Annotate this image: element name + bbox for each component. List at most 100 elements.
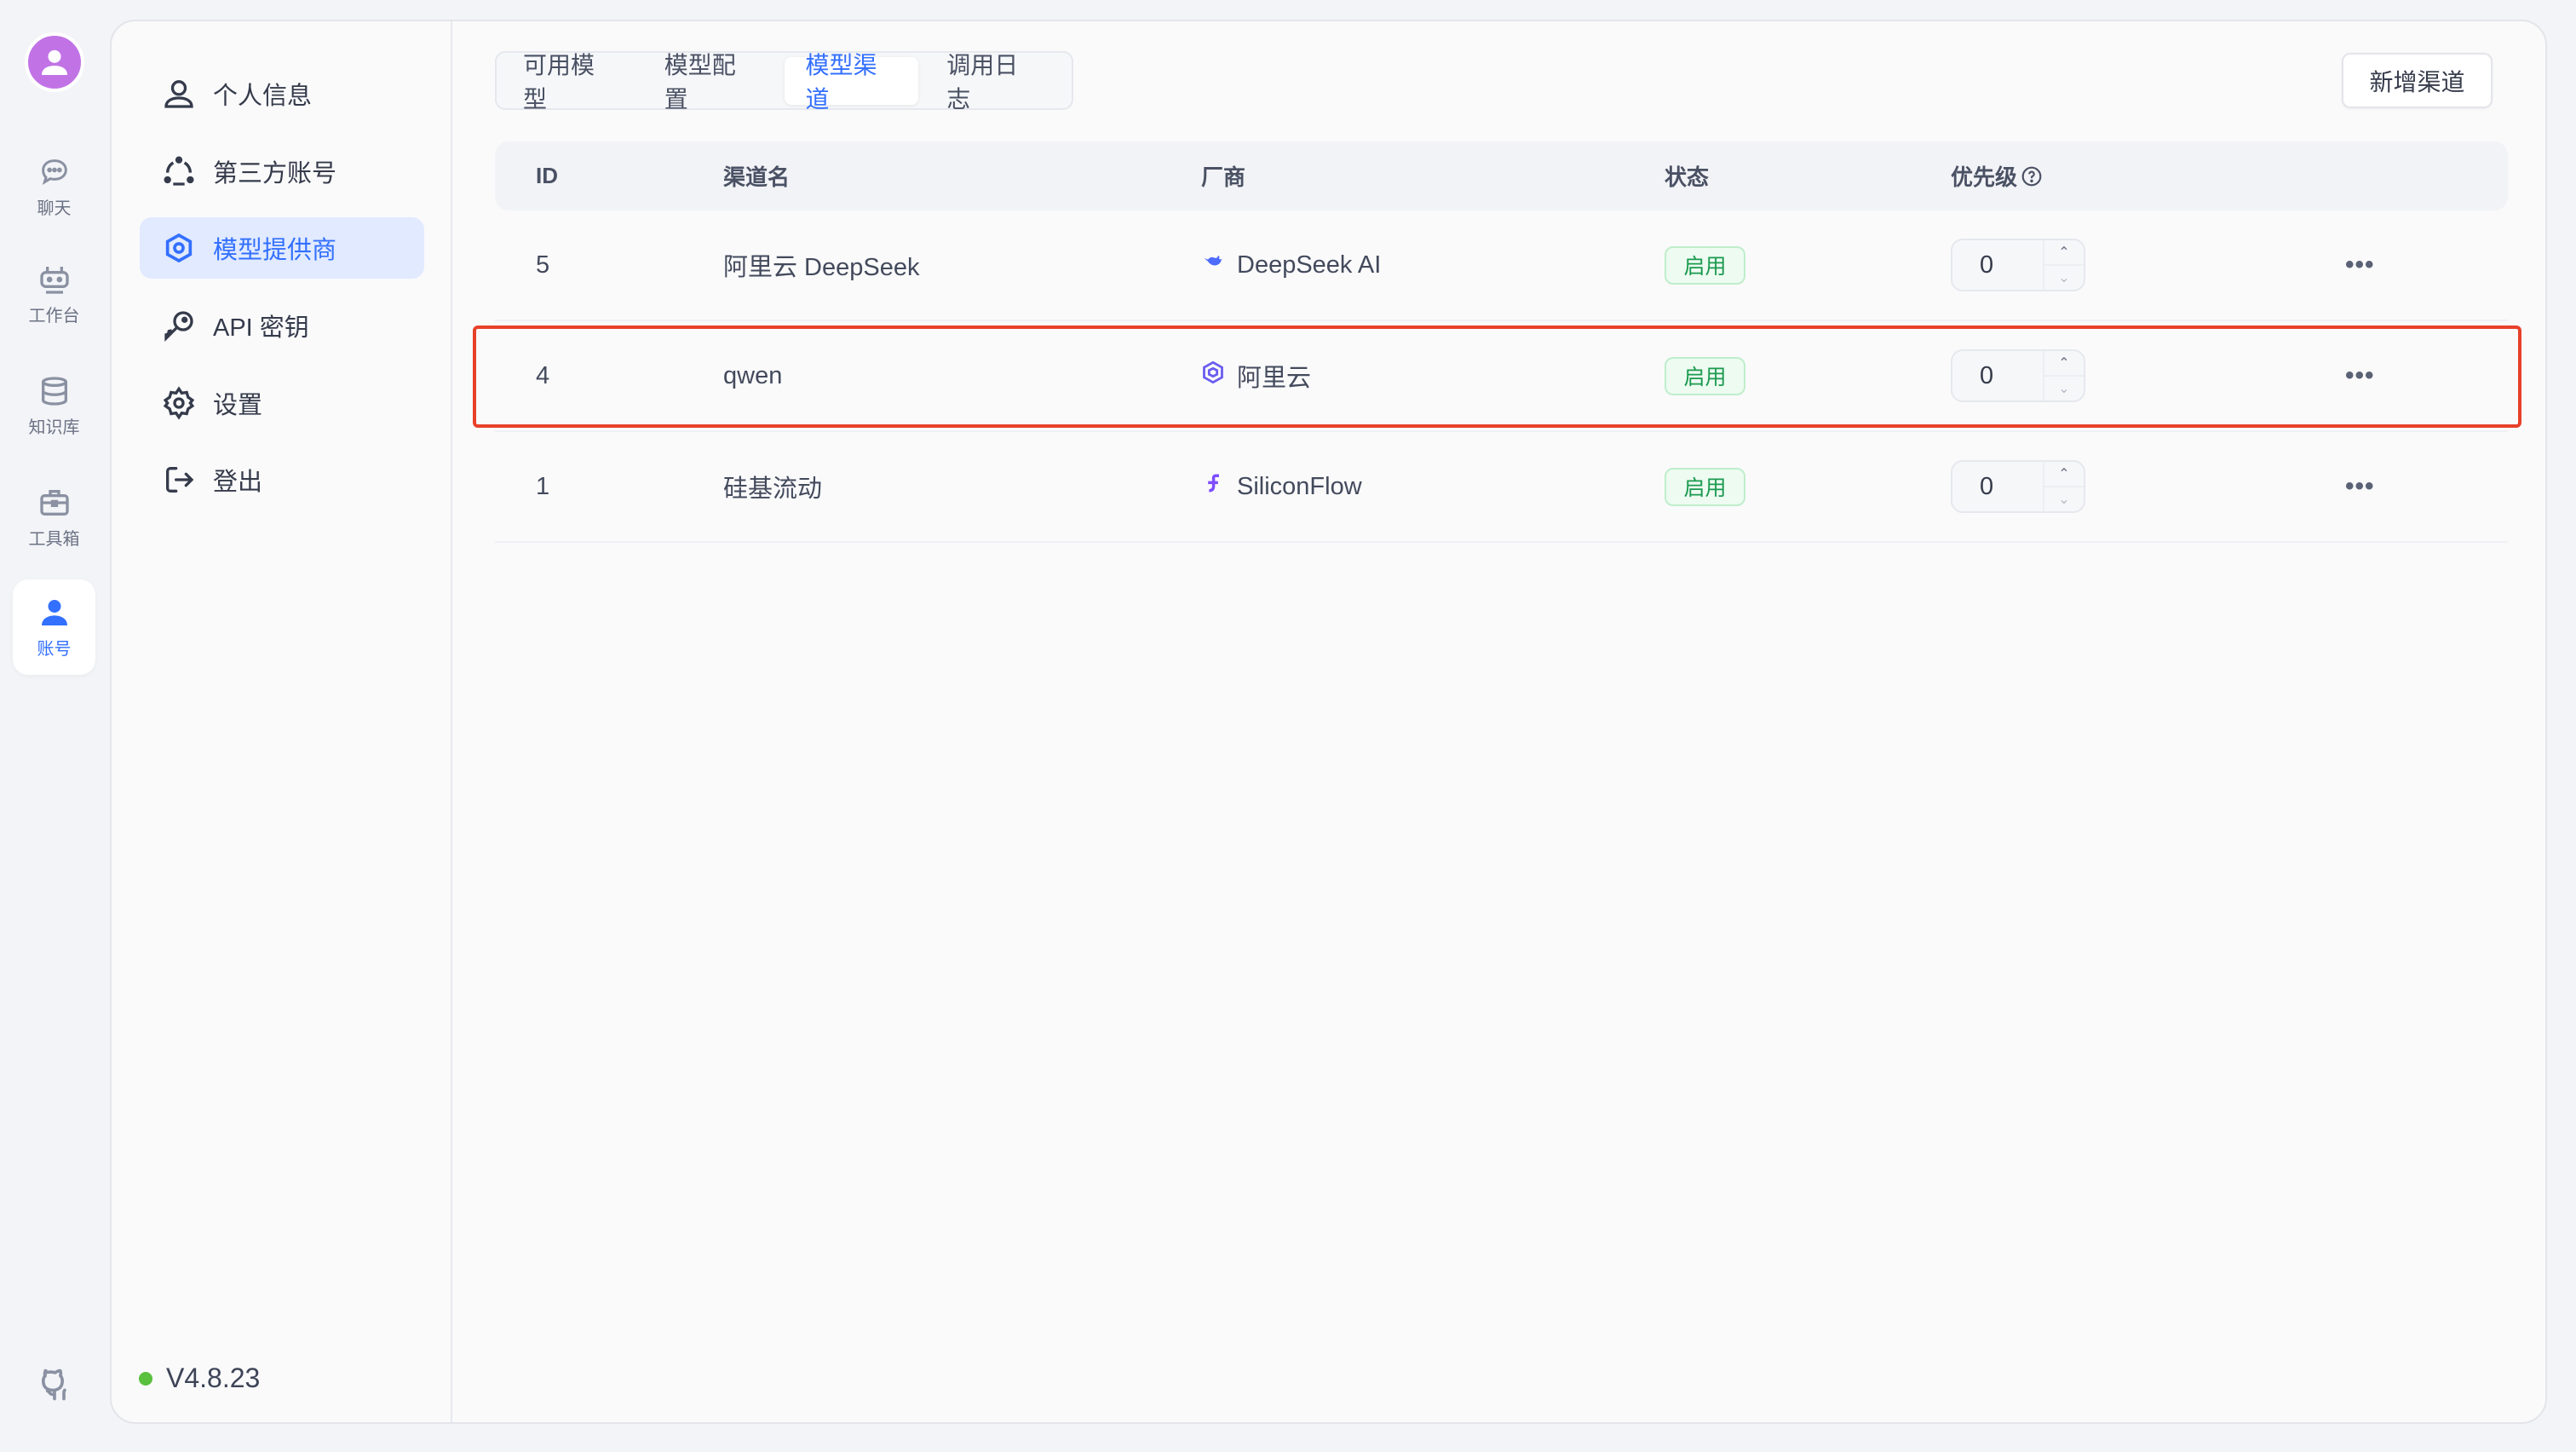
deepseek-icon [1201,250,1225,280]
ellipsis-icon: ••• [2345,472,2375,500]
ellipsis-icon: ••• [2345,361,2375,389]
decrement-icon[interactable]: ⌄ [2044,375,2084,400]
more-actions-button[interactable]: ••• [2345,472,2375,501]
rail-item-chat[interactable]: 聊天 [13,139,95,234]
header-name: 渠道名 [723,164,791,190]
cell-id: 1 [536,472,550,500]
logout-icon [166,467,194,493]
cell-id: 5 [536,251,550,279]
key-icon [164,311,193,343]
database-icon [41,376,67,406]
gear-icon [163,386,195,420]
tab-call-logs[interactable]: 调用日志 [946,51,1019,112]
table-header: ID 渠道名 厂商 状态 优先级 [495,141,2508,210]
priority-stepper[interactable]: 0 ⌃ ⌄ [1951,460,2085,513]
user-icon [42,49,67,75]
rail-item-label: 账号 [37,639,72,659]
avatar[interactable] [25,32,84,92]
vendor-name: 阿里云 [1237,365,1312,392]
subnav-item-label: 模型提供商 [213,237,337,264]
toolbox-icon [39,489,69,516]
tab-model-channels[interactable]: 模型渠道 [784,52,919,112]
cell-vendor: 阿里云 [1201,358,1311,394]
model-icon [165,233,193,263]
rail-item-label: 聊天 [37,199,72,218]
app-rail: 聊天 工作台 知识库 工具箱 账号 [0,0,109,1452]
subnav-item-api-keys[interactable]: API 密钥 [140,295,424,356]
subnav-item-profile[interactable]: 个人信息 [140,63,424,124]
chat-icon [41,158,67,185]
tab-available-models[interactable]: 可用模型 [523,51,595,112]
subnav-item-label: API 密钥 [213,314,309,342]
robot-icon [39,266,69,294]
subnav-item-label: 个人信息 [213,83,313,110]
main-panel: 个人信息 第三方账号 模型提供商 API 密钥 设置 登出 V4.8.23 可用… [110,20,2547,1424]
header-priority-label: 优先级 [1951,164,2018,190]
subnav-item-settings[interactable]: 设置 [140,372,424,434]
table-row[interactable]: 1 硅基流动 SiliconFlow 启用 0 ⌃ ⌄ ••• [495,432,2508,543]
header-priority: 优先级 [1951,160,2043,192]
more-actions-button[interactable]: ••• [2345,251,2375,279]
channel-table: ID 渠道名 厂商 状态 优先级 5 阿里云 DeepSeek DeepSeek… [495,141,2508,543]
rail-item-toolbox[interactable]: 工具箱 [13,470,95,565]
help-icon[interactable] [2021,165,2043,187]
increment-icon[interactable]: ⌃ [2058,356,2070,371]
cell-priority: 0 ⌃ ⌄ [1951,460,2085,513]
vendor-name: SiliconFlow [1237,472,1362,500]
subnav-item-model-provider[interactable]: 模型提供商 [140,217,424,279]
ellipsis-icon: ••• [2345,251,2375,279]
qwen-icon [1201,360,1225,391]
table-row[interactable]: 4 qwen 阿里云 启用 0 ⌃ ⌄ ••• [495,321,2508,432]
header-vendor: 厂商 [1201,164,1246,190]
share-icon [164,156,194,186]
header-status: 状态 [1665,164,1710,190]
account-subnav: 个人信息 第三方账号 模型提供商 API 密钥 设置 登出 V4.8.23 [112,21,452,1422]
priority-stepper[interactable]: 0 ⌃ ⌄ [1951,349,2085,402]
status-badge: 启用 [1665,245,1745,285]
status-badge: 启用 [1665,356,1745,395]
subnav-item-logout[interactable]: 登出 [140,449,424,510]
priority-input[interactable]: 0 [1980,472,1994,500]
cell-vendor: DeepSeek AI [1201,250,1381,280]
version-indicator: V4.8.23 [139,1363,260,1394]
cell-vendor: SiliconFlow [1201,471,1362,502]
header-id: ID [536,163,558,188]
user-icon [41,599,67,625]
decrement-icon[interactable]: ⌄ [2044,486,2084,511]
github-icon[interactable] [36,1366,73,1403]
add-channel-button[interactable]: 新增渠道 [2342,53,2493,108]
priority-stepper[interactable]: 0 ⌃ ⌄ [1951,239,2085,291]
rail-item-label: 工具箱 [28,529,80,549]
cell-name: 硅基流动 [723,475,823,503]
user-icon [164,80,193,108]
subnav-item-label: 登出 [213,469,263,496]
model-tabs: 可用模型 模型配置 模型渠道 调用日志 [495,51,1073,112]
rail-item-account[interactable]: 账号 [13,579,95,675]
status-dot [139,1371,152,1386]
status-badge: 启用 [1665,467,1745,506]
cell-status: 启用 [1665,467,1745,506]
cell-priority: 0 ⌃ ⌄ [1951,349,2085,402]
decrement-icon[interactable]: ⌄ [2044,264,2084,290]
more-actions-button[interactable]: ••• [2345,361,2375,390]
siliconflow-icon [1201,471,1225,502]
tab-model-config[interactable]: 模型配置 [664,51,736,112]
subnav-item-third-party-accounts[interactable]: 第三方账号 [140,141,424,202]
rail-item-knowledge-base[interactable]: 知识库 [13,358,95,453]
vendor-name: DeepSeek AI [1237,251,1382,279]
cell-priority: 0 ⌃ ⌄ [1951,239,2085,291]
cell-status: 启用 [1665,245,1745,285]
table-row[interactable]: 5 阿里云 DeepSeek DeepSeek AI 启用 0 ⌃ ⌄ ••• [495,210,2508,321]
increment-icon[interactable]: ⌃ [2058,245,2070,260]
rail-item-label: 工作台 [28,306,80,326]
cell-status: 启用 [1665,356,1745,395]
rail-item-label: 知识库 [28,418,80,437]
rail-item-workbench[interactable]: 工作台 [13,246,95,342]
cell-name: qwen [723,361,783,389]
priority-input[interactable]: 0 [1980,251,1994,279]
subnav-item-label: 设置 [213,392,263,419]
subnav-item-label: 第三方账号 [213,160,337,187]
increment-icon[interactable]: ⌃ [2058,467,2070,481]
version-text: V4.8.23 [166,1363,261,1393]
priority-input[interactable]: 0 [1980,361,1994,389]
